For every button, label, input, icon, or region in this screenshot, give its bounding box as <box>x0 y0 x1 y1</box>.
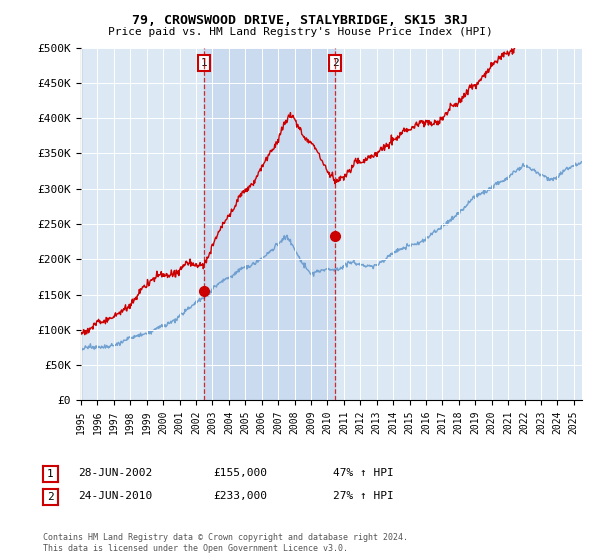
Text: 27% ↑ HPI: 27% ↑ HPI <box>333 491 394 501</box>
Text: 2: 2 <box>47 492 54 502</box>
Text: 1: 1 <box>200 58 208 68</box>
Bar <box>204 48 335 400</box>
Text: 1: 1 <box>47 469 54 479</box>
Text: Contains HM Land Registry data © Crown copyright and database right 2024.
This d: Contains HM Land Registry data © Crown c… <box>43 533 408 553</box>
Text: £233,000: £233,000 <box>213 491 267 501</box>
Text: 24-JUN-2010: 24-JUN-2010 <box>78 491 152 501</box>
Text: 79, CROWSWOOD DRIVE, STALYBRIDGE, SK15 3RJ: 79, CROWSWOOD DRIVE, STALYBRIDGE, SK15 3… <box>132 14 468 27</box>
Text: £155,000: £155,000 <box>213 468 267 478</box>
Text: 2: 2 <box>332 58 338 68</box>
Text: Price paid vs. HM Land Registry's House Price Index (HPI): Price paid vs. HM Land Registry's House … <box>107 27 493 37</box>
Text: 47% ↑ HPI: 47% ↑ HPI <box>333 468 394 478</box>
Text: 28-JUN-2002: 28-JUN-2002 <box>78 468 152 478</box>
